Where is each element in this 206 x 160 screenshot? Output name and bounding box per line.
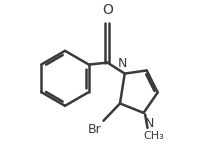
Text: N: N bbox=[117, 57, 126, 70]
Text: CH₃: CH₃ bbox=[143, 131, 163, 141]
Text: Br: Br bbox=[88, 123, 101, 136]
Text: O: O bbox=[102, 3, 112, 17]
Text: N: N bbox=[144, 117, 154, 130]
